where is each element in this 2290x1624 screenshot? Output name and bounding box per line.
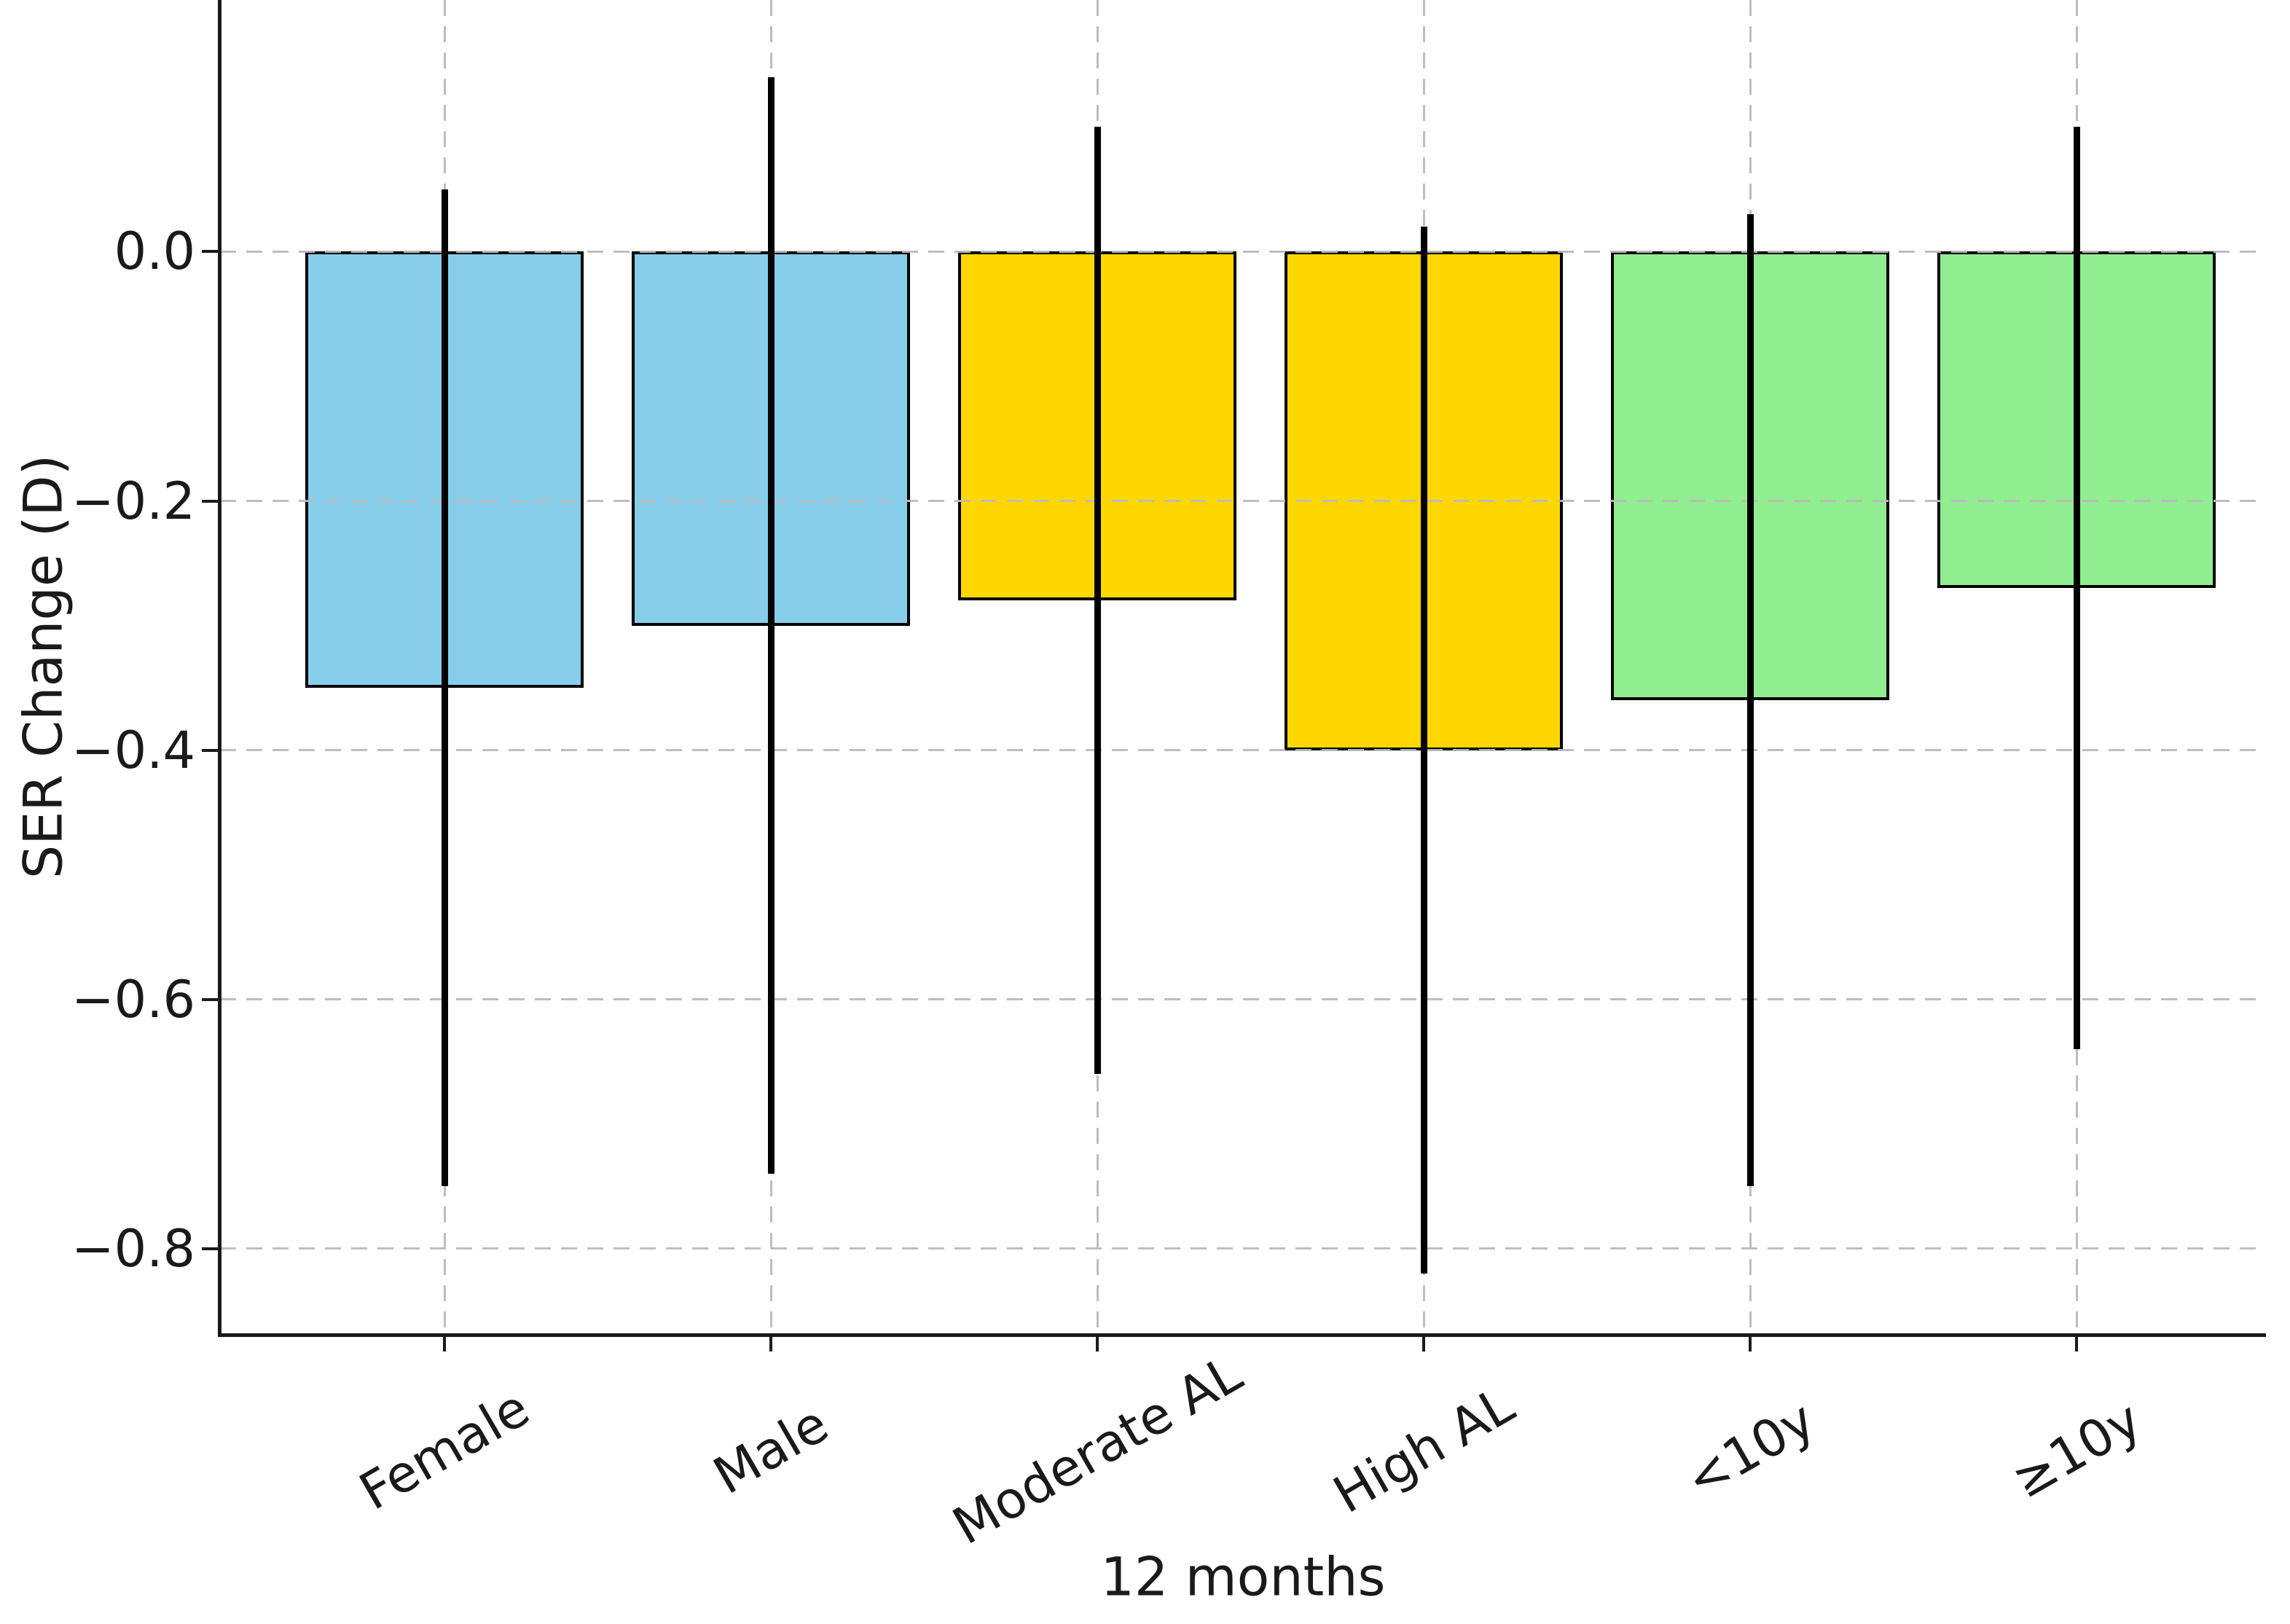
error-bar-moderateal-2 [1094,127,1101,1075]
y-tick-mark-−0.6 [202,997,218,1001]
y-tick-mark-−0.2 [202,499,218,503]
y-tick-label-−0.4: −0.4 [71,720,195,780]
x-tick-label-female-0: Female [349,1378,540,1522]
x-tick-label-10y-4: <10y [1675,1389,1825,1510]
x-tick-label-highal-3: High AL [1323,1374,1524,1526]
y-gridline-−0.2 [220,500,2266,503]
x-axis-spine [218,1333,2266,1337]
y-tick-label-−0.8: −0.8 [71,1218,195,1279]
x-tick-mark-moderateal-2 [1096,1335,1099,1352]
error-bar-male-1 [767,77,775,1174]
x-tick-mark-female-0 [443,1335,446,1352]
y-tick-label-−0.2: −0.2 [71,471,195,531]
error-bar-10y-5 [2073,127,2080,1050]
x-tick-mark-highal-3 [1422,1335,1425,1352]
y-tick-label-−0.6: −0.6 [71,969,195,1029]
x-tick-label-male-1: Male [703,1394,839,1506]
y-gridline-0.0 [220,250,2266,253]
y-tick-mark-−0.8 [202,1247,218,1250]
error-bar-10y-4 [1746,214,1754,1187]
x-tick-label-10y-5: ≥10y [2001,1389,2152,1510]
y-gridline-−0.8 [220,1247,2266,1250]
y-gridline-−0.6 [220,998,2266,1001]
y-axis-spine [218,0,221,1337]
x-axis-title: 12 months [1100,1546,1386,1609]
x-tick-mark-10y-4 [1749,1335,1752,1352]
x-tick-mark-male-1 [769,1335,772,1352]
y-tick-mark-−0.4 [202,748,218,752]
x-tick-mark-10y-5 [2075,1335,2078,1352]
y-tick-label-0.0: 0.0 [114,221,195,282]
error-bar-female-0 [441,189,448,1187]
y-gridline-−0.4 [220,749,2266,752]
y-tick-mark-0.0 [202,250,218,254]
error-bar-highal-3 [1420,227,1427,1274]
x-tick-label-moderateal-2: Moderate AL [943,1343,1252,1557]
